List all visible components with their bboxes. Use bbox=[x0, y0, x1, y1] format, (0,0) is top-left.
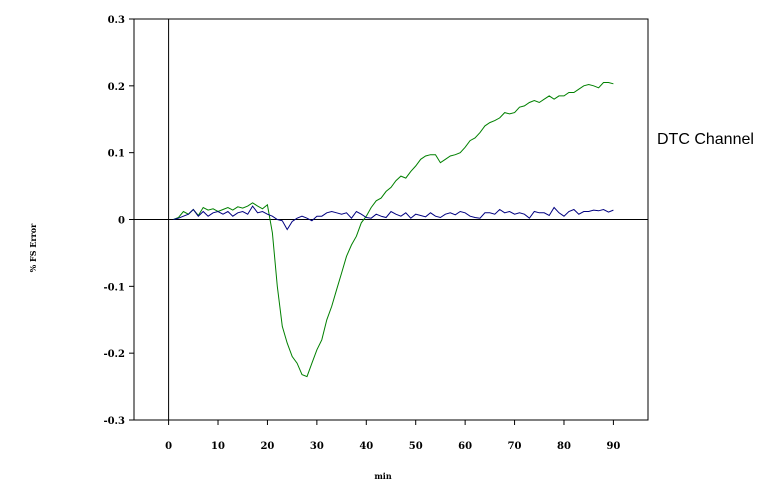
y-tick-label: -0.3 bbox=[103, 416, 125, 427]
x-tick-label: 60 bbox=[458, 441, 472, 452]
x-tick-label: 40 bbox=[359, 441, 373, 452]
y-tick-label: 0 bbox=[118, 216, 125, 227]
series-line-1 bbox=[173, 82, 614, 378]
x-tick-label: 70 bbox=[508, 441, 522, 452]
y-tick-label: -0.1 bbox=[103, 282, 125, 293]
series-group bbox=[173, 82, 614, 378]
y-tick-label: 0.2 bbox=[108, 82, 125, 93]
x-tick-label: 80 bbox=[557, 441, 571, 452]
series-line-2 bbox=[173, 205, 614, 231]
y-tick-label: 0.1 bbox=[108, 149, 125, 160]
x-axis-label: min bbox=[374, 471, 392, 481]
y-tick-label: -0.2 bbox=[103, 349, 125, 360]
x-tick-label: 20 bbox=[260, 441, 274, 452]
y-axis-ticks: 0.3 0.2 0.1 0 -0.1 -0.2 -0.3 bbox=[103, 15, 134, 427]
x-axis-ticks: 0 10 20 30 40 50 60 70 80 90 bbox=[165, 420, 620, 452]
y-tick-label: 0.3 bbox=[108, 15, 125, 26]
x-tick-label: 90 bbox=[606, 441, 620, 452]
x-tick-label: 0 bbox=[165, 441, 172, 452]
y-axis-label: % FS Error bbox=[28, 223, 38, 272]
x-tick-label: 30 bbox=[310, 441, 324, 452]
dtc-channel-annotation: DTC Channel bbox=[657, 131, 754, 148]
x-tick-label: 50 bbox=[409, 441, 423, 452]
x-tick-label: 10 bbox=[211, 441, 225, 452]
